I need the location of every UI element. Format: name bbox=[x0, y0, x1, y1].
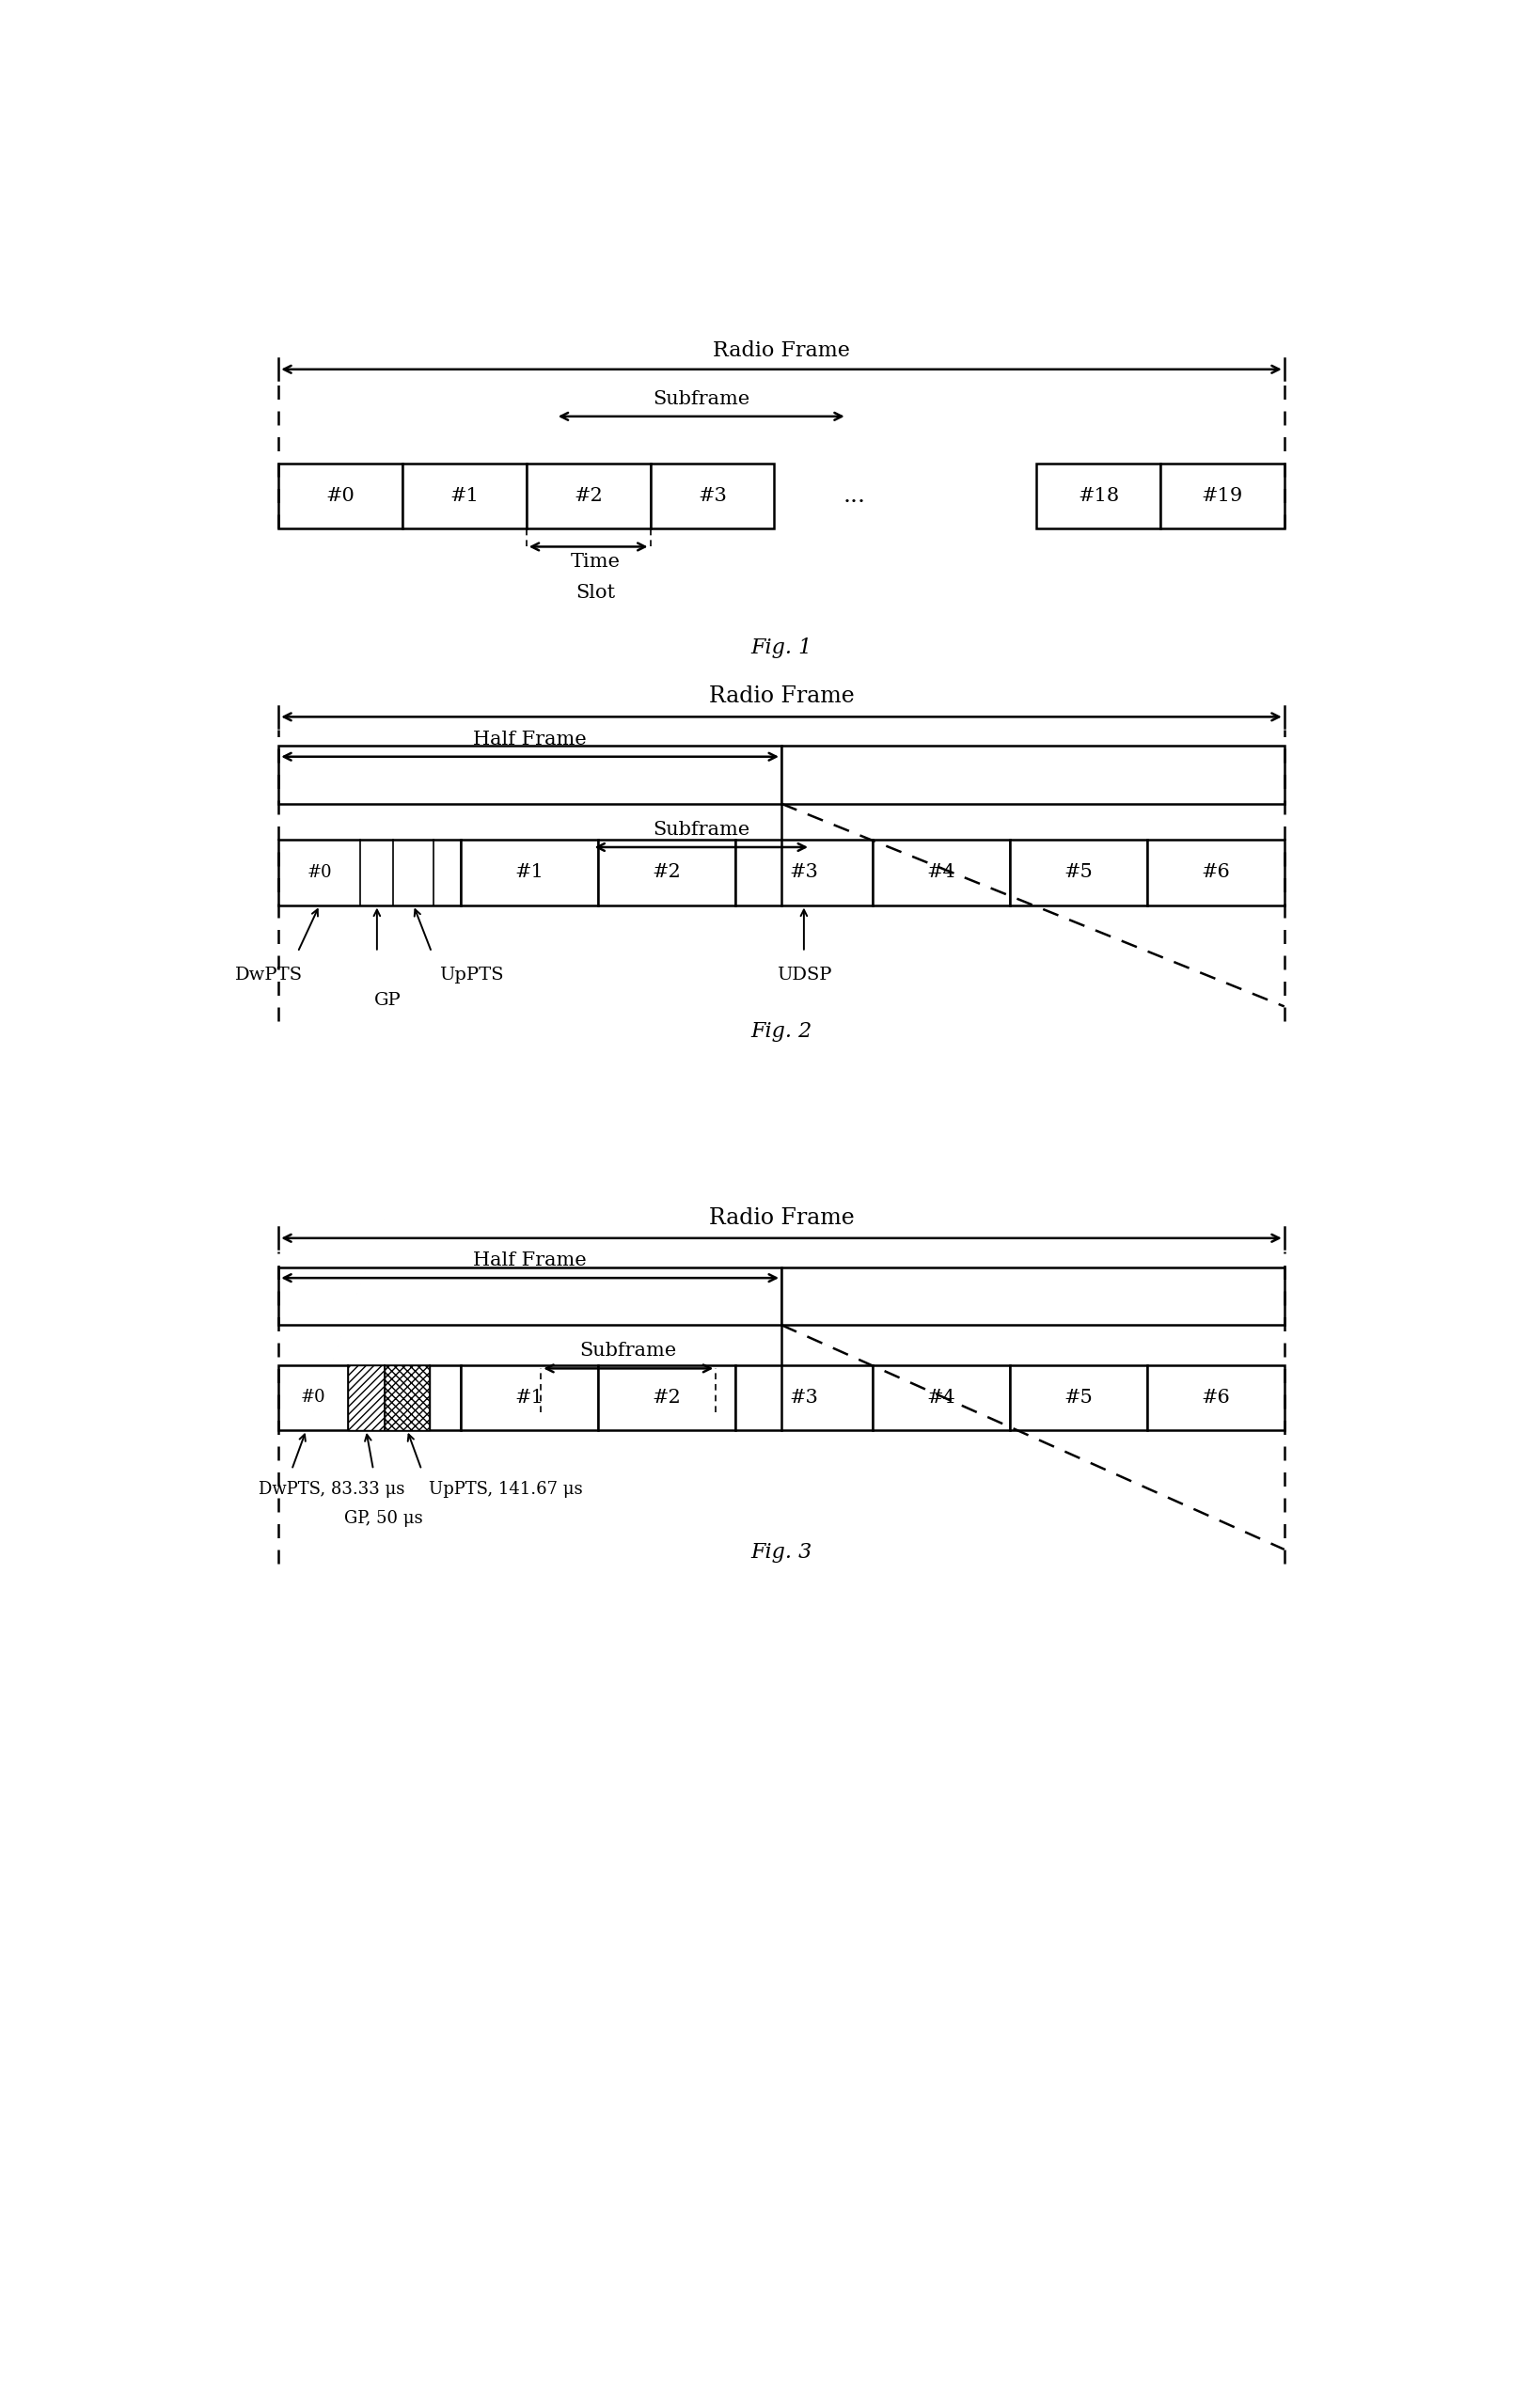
Text: #1: #1 bbox=[450, 486, 479, 506]
Text: #6: #6 bbox=[1202, 864, 1231, 881]
Text: ...: ... bbox=[842, 484, 865, 506]
Text: #18: #18 bbox=[1078, 486, 1119, 506]
Text: Subframe: Subframe bbox=[653, 821, 749, 838]
Text: UpPTS: UpPTS bbox=[439, 966, 505, 982]
Bar bbox=[1161, 462, 1284, 530]
Bar bbox=[278, 1365, 460, 1430]
Bar bbox=[347, 1365, 384, 1430]
Bar bbox=[781, 1267, 1284, 1324]
Text: Subframe: Subframe bbox=[579, 1341, 677, 1361]
Text: Half Frame: Half Frame bbox=[474, 1252, 587, 1269]
Bar bbox=[278, 840, 460, 905]
Bar bbox=[735, 1365, 873, 1430]
Text: DwPTS, 83.33 μs: DwPTS, 83.33 μs bbox=[258, 1481, 405, 1498]
Text: #4: #4 bbox=[927, 1389, 956, 1406]
Text: #2: #2 bbox=[653, 864, 680, 881]
Bar bbox=[278, 746, 781, 804]
Text: #5: #5 bbox=[1064, 1389, 1093, 1406]
Bar bbox=[460, 840, 598, 905]
Text: Fig. 2: Fig. 2 bbox=[751, 1021, 812, 1043]
Text: GP: GP bbox=[375, 992, 402, 1009]
Text: Radio Frame: Radio Frame bbox=[713, 340, 850, 361]
Text: #19: #19 bbox=[1202, 486, 1243, 506]
Bar bbox=[650, 462, 774, 530]
Bar bbox=[781, 746, 1284, 804]
Text: Time: Time bbox=[570, 551, 621, 571]
Bar bbox=[384, 1365, 430, 1430]
Bar bbox=[1147, 1365, 1284, 1430]
Text: #0: #0 bbox=[307, 864, 332, 881]
Text: DwPTS: DwPTS bbox=[235, 966, 303, 982]
Text: Half Frame: Half Frame bbox=[474, 730, 587, 749]
Text: Fig. 3: Fig. 3 bbox=[751, 1541, 812, 1563]
Bar bbox=[1037, 462, 1161, 530]
Text: #2: #2 bbox=[573, 486, 602, 506]
Text: GP, 50 μs: GP, 50 μs bbox=[344, 1510, 424, 1527]
Text: UDSP: UDSP bbox=[777, 966, 832, 982]
Text: #2: #2 bbox=[653, 1389, 680, 1406]
Text: Slot: Slot bbox=[576, 585, 615, 602]
Bar bbox=[873, 840, 1009, 905]
Bar bbox=[873, 1365, 1009, 1430]
Text: #3: #3 bbox=[789, 864, 818, 881]
Text: #3: #3 bbox=[789, 1389, 818, 1406]
Bar bbox=[402, 462, 526, 530]
Text: #0: #0 bbox=[326, 486, 355, 506]
Bar bbox=[278, 462, 402, 530]
Bar bbox=[1009, 1365, 1147, 1430]
Text: Radio Frame: Radio Frame bbox=[708, 1206, 855, 1228]
Text: #0: #0 bbox=[301, 1389, 326, 1406]
Text: Radio Frame: Radio Frame bbox=[708, 686, 855, 708]
Text: #4: #4 bbox=[927, 864, 956, 881]
Text: #6: #6 bbox=[1202, 1389, 1231, 1406]
Bar bbox=[735, 840, 873, 905]
Bar bbox=[598, 1365, 735, 1430]
Text: #1: #1 bbox=[515, 1389, 544, 1406]
Text: Fig. 1: Fig. 1 bbox=[751, 638, 812, 657]
Text: #3: #3 bbox=[697, 486, 726, 506]
Text: #5: #5 bbox=[1064, 864, 1093, 881]
Text: Subframe: Subframe bbox=[653, 390, 749, 407]
Text: UpPTS, 141.67 μs: UpPTS, 141.67 μs bbox=[430, 1481, 583, 1498]
Bar bbox=[1009, 840, 1147, 905]
Bar bbox=[278, 1267, 781, 1324]
Bar bbox=[460, 1365, 598, 1430]
Bar bbox=[526, 462, 650, 530]
Bar bbox=[598, 840, 735, 905]
Bar bbox=[1147, 840, 1284, 905]
Text: #1: #1 bbox=[515, 864, 544, 881]
